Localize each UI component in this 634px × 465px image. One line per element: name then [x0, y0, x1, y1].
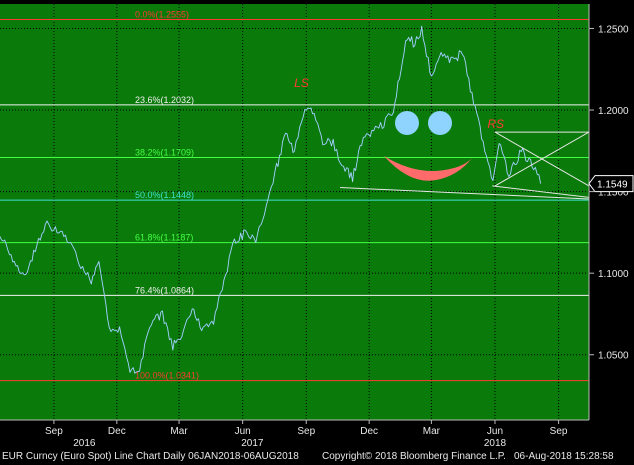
x-axis-year-label: 2018 — [484, 438, 507, 449]
footer-chart-description: EUR Curncy (Euro Spot) Line Chart Daily … — [2, 451, 299, 462]
fib-level-label: 38.2%(1.1709) — [135, 148, 194, 158]
fib-level-label: 76.4%(1.0864) — [135, 285, 194, 295]
y-axis-background — [589, 0, 634, 450]
x-axis-tick-label: Sep — [297, 426, 315, 437]
x-axis-year-label: 2016 — [73, 438, 96, 449]
fib-level-label: 100.0%(1.0341) — [135, 371, 199, 381]
trend-line — [494, 131, 589, 187]
fib-level-label: 61.8%(1.1187) — [135, 233, 193, 243]
trend-line — [492, 185, 589, 198]
footer-timestamp: 06-Aug-2018 15:28:58 — [514, 451, 614, 462]
last-value-box — [588, 175, 634, 193]
y-axis-tick-label: 1.2500 — [598, 24, 629, 35]
annotations: LS RS — [294, 76, 504, 131]
price-series — [0, 25, 542, 374]
pattern-label-rs: RS — [487, 117, 504, 131]
price-line-highlight — [0, 26, 541, 374]
footer-bar — [0, 450, 634, 465]
x-axis-tick-label: Mar — [170, 426, 188, 437]
last-value-tag: 1.1549 — [588, 175, 634, 193]
x-axis-tick-label: Sep — [550, 426, 568, 437]
x-axis-background — [0, 420, 634, 450]
footer-copyright: Copyright© 2018 Bloomberg Finance L.P. — [322, 451, 506, 462]
x-axis: Sep Dec Mar Jun Sep Dec Mar Jun Sep 2016 2017 2018 — [0, 419, 634, 450]
fib-level-label: 23.6%(1.2032) — [135, 95, 194, 105]
grid-lines — [0, 4, 589, 420]
plot-background — [0, 4, 589, 420]
pattern-label-ls: LS — [294, 76, 309, 90]
x-axis-tick-label: Sep — [45, 426, 63, 437]
trend-line — [340, 187, 589, 200]
x-axis-tick-label: Jun — [235, 426, 251, 437]
y-axis-tick-label: 1.2000 — [598, 106, 629, 117]
x-axis-year-label: 2017 — [241, 438, 264, 449]
last-value-label: 1.1549 — [597, 180, 628, 191]
fibonacci-levels: 0.0%(1.2555) 23.6%(1.2032) 38.2%(1.1709) 50… — [0, 9, 589, 382]
x-axis-tick-label: Dec — [108, 426, 126, 437]
x-axis-tick-label: Jun — [487, 426, 503, 437]
y-axis: 1.2500 1.2000 1.1500 1.1000 1.0500 — [588, 0, 634, 450]
fib-level-label: 0.0%(1.2555) — [135, 9, 189, 19]
y-axis-tick-label: 1.1500 — [598, 188, 629, 199]
x-axis-tick-label: Mar — [423, 426, 441, 437]
smile-mouth-icon — [384, 156, 472, 181]
fib-level-label: 50.0%(1.1448) — [135, 190, 194, 200]
right-eye-icon — [428, 111, 452, 135]
smiley-face-drawing — [384, 111, 472, 181]
y-axis-tick-label: 1.0500 — [598, 351, 629, 362]
x-axis-tick-label: Dec — [360, 426, 378, 437]
trend-lines — [340, 131, 589, 200]
y-axis-tick-label: 1.1000 — [598, 269, 629, 280]
left-eye-icon — [395, 111, 419, 135]
